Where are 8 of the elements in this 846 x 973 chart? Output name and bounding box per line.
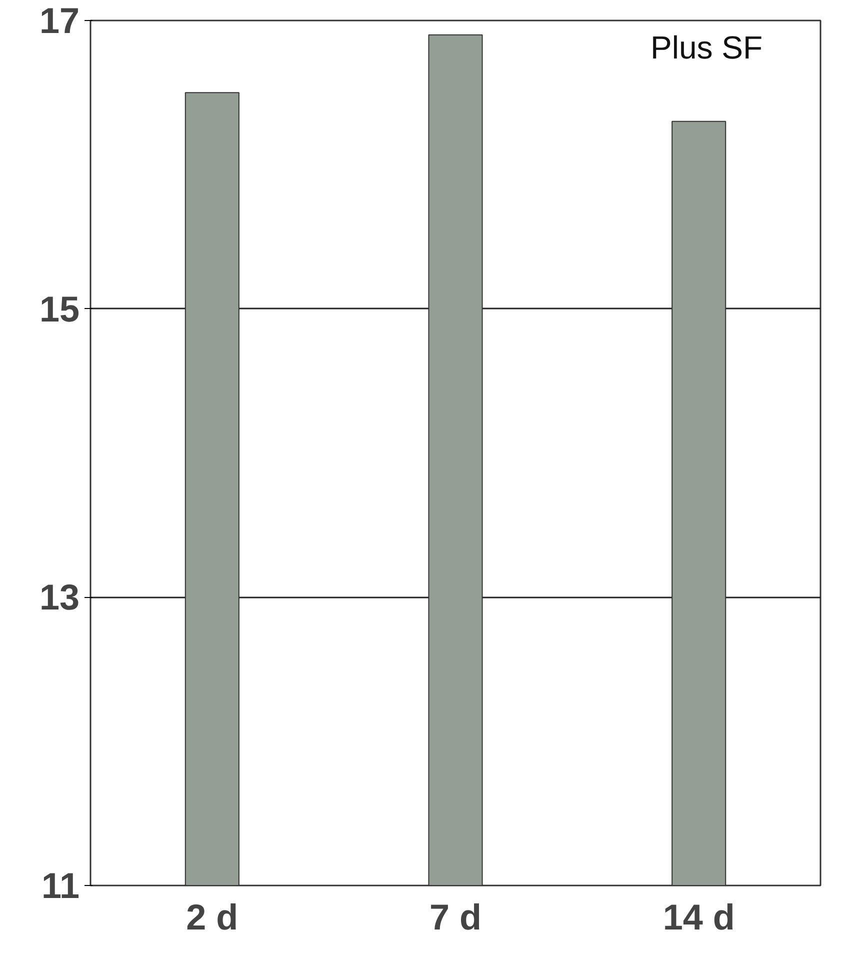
annotation: Plus SF: [650, 30, 763, 66]
y-tick-label: 17: [39, 0, 80, 41]
x-tick-label: 2 d: [186, 896, 238, 938]
x-tick-label: 7 d: [429, 896, 482, 938]
y-tick-label: 11: [41, 865, 80, 906]
y-tick-label: 15: [39, 288, 80, 330]
y-tick-label: 13: [39, 576, 80, 618]
x-tick-label: 14 d: [662, 896, 735, 938]
